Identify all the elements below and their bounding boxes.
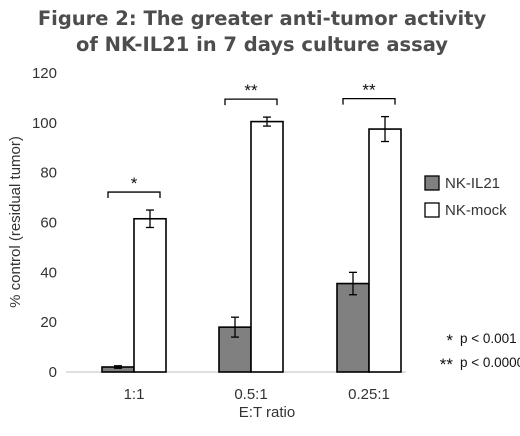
y-tick-label: 40: [40, 264, 57, 281]
bar-nk-mock-3: [368, 128, 402, 373]
chart-title-line-1: Figure 2: The greater anti-tumor activit…: [38, 7, 487, 30]
significance-bracket: [107, 191, 161, 199]
bar-nk-mock-1: [133, 217, 167, 373]
footnote-marker: *: [446, 331, 453, 350]
significance-marker: **: [244, 81, 258, 100]
legend-label-nk-il21: NK-IL21: [445, 175, 500, 192]
x-tick-label: 1:1: [124, 386, 145, 403]
significance-bracket: [342, 97, 396, 105]
footnote-text: p < 0.001: [460, 331, 517, 346]
legend-swatch-nk-il21: [424, 175, 440, 191]
x-tick-label: 0.5:1: [234, 386, 267, 403]
legend-swatch-nk-mock: [424, 202, 440, 218]
y-tick-label: 60: [40, 215, 57, 232]
y-tick-label: 100: [32, 115, 57, 132]
y-tick-label: 120: [32, 65, 57, 82]
y-tick-label: 20: [40, 314, 57, 331]
x-tick-label: 0.25:1: [348, 386, 390, 403]
y-axis-label: % control (residual tumor): [7, 136, 24, 308]
x-axis-label: E:T ratio: [239, 404, 295, 421]
bar-nk-mock-2: [250, 120, 284, 373]
bar-nk-il21-3: [336, 282, 370, 373]
significance-marker: *: [131, 174, 138, 193]
y-tick-label: 0: [49, 364, 57, 381]
significance-marker: **: [362, 81, 376, 100]
footnote-text: p < 0.00001: [460, 355, 520, 370]
plot-area: 0 20 40 60 80 100 120 1:1 * 0.5:1 ** 0.25:1 ** NK-IL2…: [32, 65, 520, 403]
y-tick-label: 80: [40, 165, 57, 182]
legend-label-nk-mock: NK-mock: [445, 202, 507, 219]
footnote-marker: **: [440, 355, 454, 374]
significance-bracket: [224, 98, 278, 106]
chart-title-line-2: of NK-IL21 in 7 days culture assay: [76, 33, 448, 56]
